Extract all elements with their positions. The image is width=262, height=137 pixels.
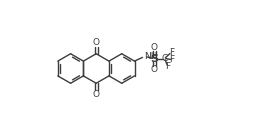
Text: O: O (151, 65, 158, 74)
Text: O: O (93, 38, 100, 48)
Text: NH: NH (144, 52, 157, 61)
Text: S: S (150, 54, 158, 64)
Text: O: O (151, 43, 158, 52)
Text: F: F (170, 55, 175, 64)
Text: C: C (161, 54, 168, 63)
Text: F: F (169, 48, 174, 57)
Text: F: F (165, 62, 170, 71)
Text: O: O (93, 89, 100, 99)
